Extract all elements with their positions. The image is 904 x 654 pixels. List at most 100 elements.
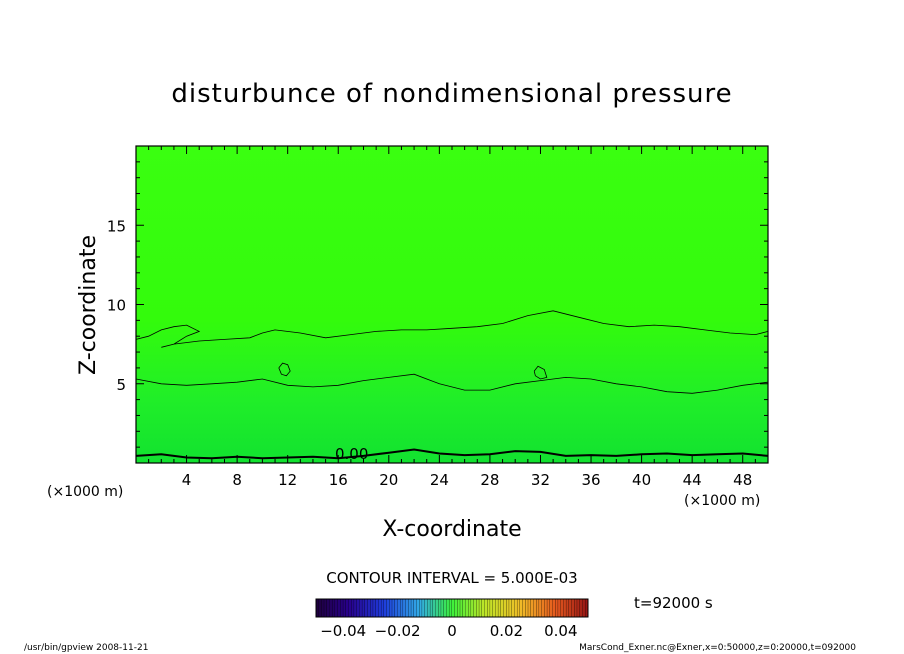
y-tick-label: 5 [116, 376, 126, 394]
x-tick-label: 24 [430, 471, 449, 489]
x-tick-label: 48 [733, 471, 752, 489]
plot-field [136, 146, 768, 463]
colorbar-segment [577, 599, 581, 617]
colorbar-segment [378, 599, 382, 617]
colorbar-segment [422, 599, 426, 617]
contour-line-0 [135, 448, 769, 460]
colorbar-segment [568, 599, 572, 617]
colorbar-segment [471, 599, 475, 617]
colorbar-segment [435, 599, 439, 617]
colorbar-segment [514, 599, 518, 617]
colorbar-segment [411, 599, 415, 617]
colorbar-segment [326, 599, 330, 617]
colorbar-segment [413, 599, 417, 617]
colorbar-segment [370, 599, 374, 617]
chart-title: disturbunce of nondimensional pressure [171, 79, 732, 109]
colorbar-segment [539, 599, 543, 617]
colorbar-segment [476, 599, 480, 617]
contour-lines [135, 310, 769, 460]
colorbar-segment [446, 599, 450, 617]
colorbar-segment [585, 599, 589, 617]
colorbar-tick-label: 0.02 [490, 622, 523, 640]
colorbar-segment [522, 599, 526, 617]
x-tick-label: 36 [581, 471, 600, 489]
colorbar-segment [419, 599, 423, 617]
colorbar-segment [503, 599, 507, 617]
colorbar-segment [487, 599, 491, 617]
colorbar-segment [364, 599, 368, 617]
colorbar-tick-label: 0 [447, 622, 457, 640]
colorbar-segment [484, 599, 488, 617]
x-tick-label: 20 [379, 471, 398, 489]
colorbar-segment [495, 599, 499, 617]
x-axis-label: X-coordinate [382, 517, 521, 542]
colorbar-segment [332, 599, 336, 617]
contour-line-3 [278, 362, 291, 377]
time-label: t=92000 s [634, 594, 713, 612]
colorbar-segment [441, 599, 445, 617]
contour-line-1 [135, 373, 769, 394]
colorbar-segment [563, 599, 567, 617]
colorbar-segment [533, 599, 537, 617]
colorbar-segment [509, 599, 513, 617]
x-tick-label: 4 [182, 471, 192, 489]
colorbar-segment [566, 599, 570, 617]
colorbar-segment [457, 599, 461, 617]
colorbar-segment [345, 599, 349, 617]
colorbar-segment [520, 599, 524, 617]
colorbar-segment [511, 599, 515, 617]
colorbar-segment [465, 599, 469, 617]
colorbar-segment [558, 599, 562, 617]
colorbar-segment [362, 599, 366, 617]
colorbar-segment [375, 599, 379, 617]
colorbar-segment [500, 599, 504, 617]
x-tick-label: 40 [632, 471, 651, 489]
colorbar-segment [571, 599, 575, 617]
colorbar: −0.04 −0.02 0 0.02 0.04 [316, 599, 589, 640]
colorbar-segment [356, 599, 360, 617]
y-axis-label: Z-coordinate [76, 235, 101, 375]
x-tick-label: 32 [531, 471, 550, 489]
footer-left: /usr/bin/gpview 2008-11-21 [24, 643, 148, 653]
colorbar-segment [452, 599, 456, 617]
colorbar-segment [367, 599, 371, 617]
colorbar-segment [468, 599, 472, 617]
colorbar-frame [315, 598, 589, 618]
colorbar-segment [490, 599, 494, 617]
colorbar-segment [321, 599, 325, 617]
colorbar-tick-label: −0.02 [375, 622, 421, 640]
colorbar-segment [443, 599, 447, 617]
colorbar-segment [454, 599, 458, 617]
colorbar-segment [481, 599, 485, 617]
colorbar-tick-label: 0.04 [544, 622, 577, 640]
contour-line-2 [135, 310, 769, 348]
colorbar-segment [408, 599, 412, 617]
colorbar-segment [405, 599, 409, 617]
colorbar-segment [517, 599, 521, 617]
colorbar-segment [416, 599, 420, 617]
colorbar-segment [392, 599, 396, 617]
colorbar-segment [462, 599, 466, 617]
colorbar-segment [427, 599, 431, 617]
colorbar-segment [582, 599, 586, 617]
colorbar-segment [479, 599, 483, 617]
colorbar-segment [329, 599, 333, 617]
contour-interval-label: CONTOUR INTERVAL = 5.000E-03 [326, 569, 577, 587]
colorbar-segment [473, 599, 477, 617]
colorbar-segment [449, 599, 453, 617]
colorbar-segment [316, 599, 320, 617]
y-tick-label: 10 [107, 297, 126, 315]
colorbar-segment [394, 599, 398, 617]
colorbar-segment [397, 599, 401, 617]
colorbar-segment [424, 599, 428, 617]
colorbar-segment [528, 599, 532, 617]
x-tick-label: 28 [480, 471, 499, 489]
colorbar-segment [560, 599, 564, 617]
x-tick-label: 8 [232, 471, 242, 489]
colorbar-segment [579, 599, 583, 617]
colorbar-segment [389, 599, 393, 617]
colorbar-segment [373, 599, 377, 617]
footer-right: MarsCond_Exner.nc@Exner,x=0:50000,z=0:20… [579, 643, 856, 653]
colorbar-segment [536, 599, 540, 617]
